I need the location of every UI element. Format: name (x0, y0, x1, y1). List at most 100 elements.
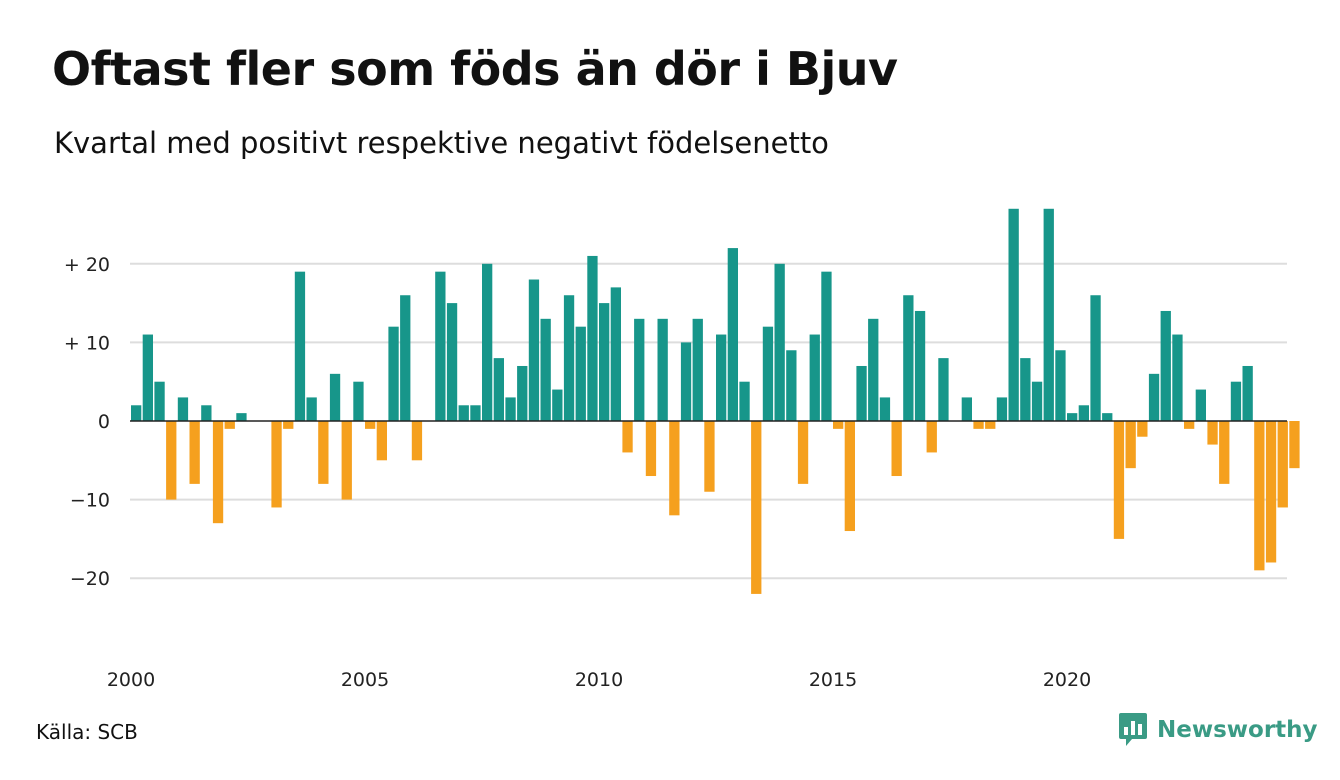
bar (540, 318, 551, 421)
y-tick-label: + 10 (64, 332, 110, 354)
bar (797, 421, 809, 484)
bar (669, 421, 680, 516)
bar (809, 334, 820, 421)
x-tick-label: 2000 (107, 669, 155, 691)
bar (353, 381, 364, 421)
bar (645, 421, 657, 477)
y-axis-ticks: + 20 + 10 0 −10 −20 (64, 254, 110, 590)
brand: Newsworthy (1118, 712, 1318, 748)
bar (926, 421, 937, 453)
bar (599, 303, 610, 421)
y-tick-label: + 20 (64, 254, 110, 276)
bar (329, 373, 341, 421)
bar (154, 381, 165, 421)
bar (201, 405, 212, 421)
newsworthy-logo-icon (1119, 713, 1147, 746)
bar (903, 295, 914, 421)
bar (493, 358, 504, 421)
bar (575, 326, 586, 421)
bar (1289, 421, 1300, 469)
bar (891, 421, 902, 477)
bar (341, 421, 352, 500)
bar (1078, 405, 1089, 421)
bars (130, 208, 1300, 594)
bar (996, 397, 1008, 421)
bar (446, 303, 458, 421)
bar (1172, 334, 1183, 421)
bar (1055, 350, 1066, 421)
bar (1067, 413, 1078, 421)
bar (1020, 358, 1031, 421)
bar (610, 287, 621, 421)
bar (774, 263, 785, 421)
bar (388, 326, 399, 421)
x-tick-label: 2005 (341, 669, 389, 691)
bar (224, 421, 235, 429)
chart-svg: + 20 + 10 0 −10 −20 2000 2005 2010 2015 2020 (64, 208, 1300, 691)
bar (517, 365, 528, 421)
bar (142, 334, 153, 421)
bar (131, 405, 142, 421)
brand-name: Newsworthy (1157, 717, 1318, 743)
bar (622, 421, 633, 453)
x-tick-label: 2010 (575, 669, 623, 691)
bar (1277, 421, 1288, 508)
x-tick-label: 2020 (1043, 669, 1091, 691)
bar (786, 350, 797, 421)
bar (985, 421, 996, 429)
bar (1090, 295, 1101, 421)
bar (271, 421, 282, 508)
bar (1102, 413, 1113, 421)
bar (376, 421, 387, 461)
bar (1265, 421, 1277, 563)
bar (751, 421, 762, 594)
bar (212, 421, 224, 524)
bar (365, 421, 376, 429)
bar (1160, 310, 1171, 421)
bar (1148, 373, 1160, 421)
bar (1137, 421, 1148, 437)
bar (844, 421, 855, 532)
bar (1230, 381, 1242, 421)
bar (435, 271, 446, 421)
bar (1207, 421, 1218, 445)
bar (716, 334, 727, 421)
bar (189, 421, 200, 484)
bar (1195, 389, 1206, 421)
bar (1184, 421, 1195, 429)
x-tick-label: 2015 (809, 669, 857, 691)
bar (914, 310, 926, 421)
bar (973, 421, 984, 429)
bar (318, 421, 329, 484)
bar (528, 279, 540, 421)
bar (821, 271, 832, 421)
bar (587, 255, 598, 421)
bar (177, 397, 189, 421)
bar (294, 271, 306, 421)
bar (739, 381, 750, 421)
bar (833, 421, 844, 429)
bar (634, 318, 645, 421)
bar (411, 421, 423, 461)
bar (657, 318, 668, 421)
x-axis-ticks: 2000 2005 2010 2015 2020 (107, 669, 1091, 691)
bar (868, 318, 879, 421)
bar (704, 421, 715, 492)
bar (692, 318, 703, 421)
y-tick-label: 0 (98, 411, 110, 433)
bar (1125, 421, 1136, 469)
bar (236, 413, 247, 421)
bar (1254, 421, 1265, 571)
bar (938, 358, 949, 421)
bar (563, 295, 575, 421)
bar (1008, 208, 1019, 421)
bar (961, 397, 972, 421)
bar (505, 397, 516, 421)
bar (1031, 381, 1043, 421)
bar (1219, 421, 1230, 484)
bar (856, 365, 867, 421)
bar (400, 295, 411, 421)
bar (458, 405, 469, 421)
bar (482, 263, 493, 421)
bar (283, 421, 294, 429)
